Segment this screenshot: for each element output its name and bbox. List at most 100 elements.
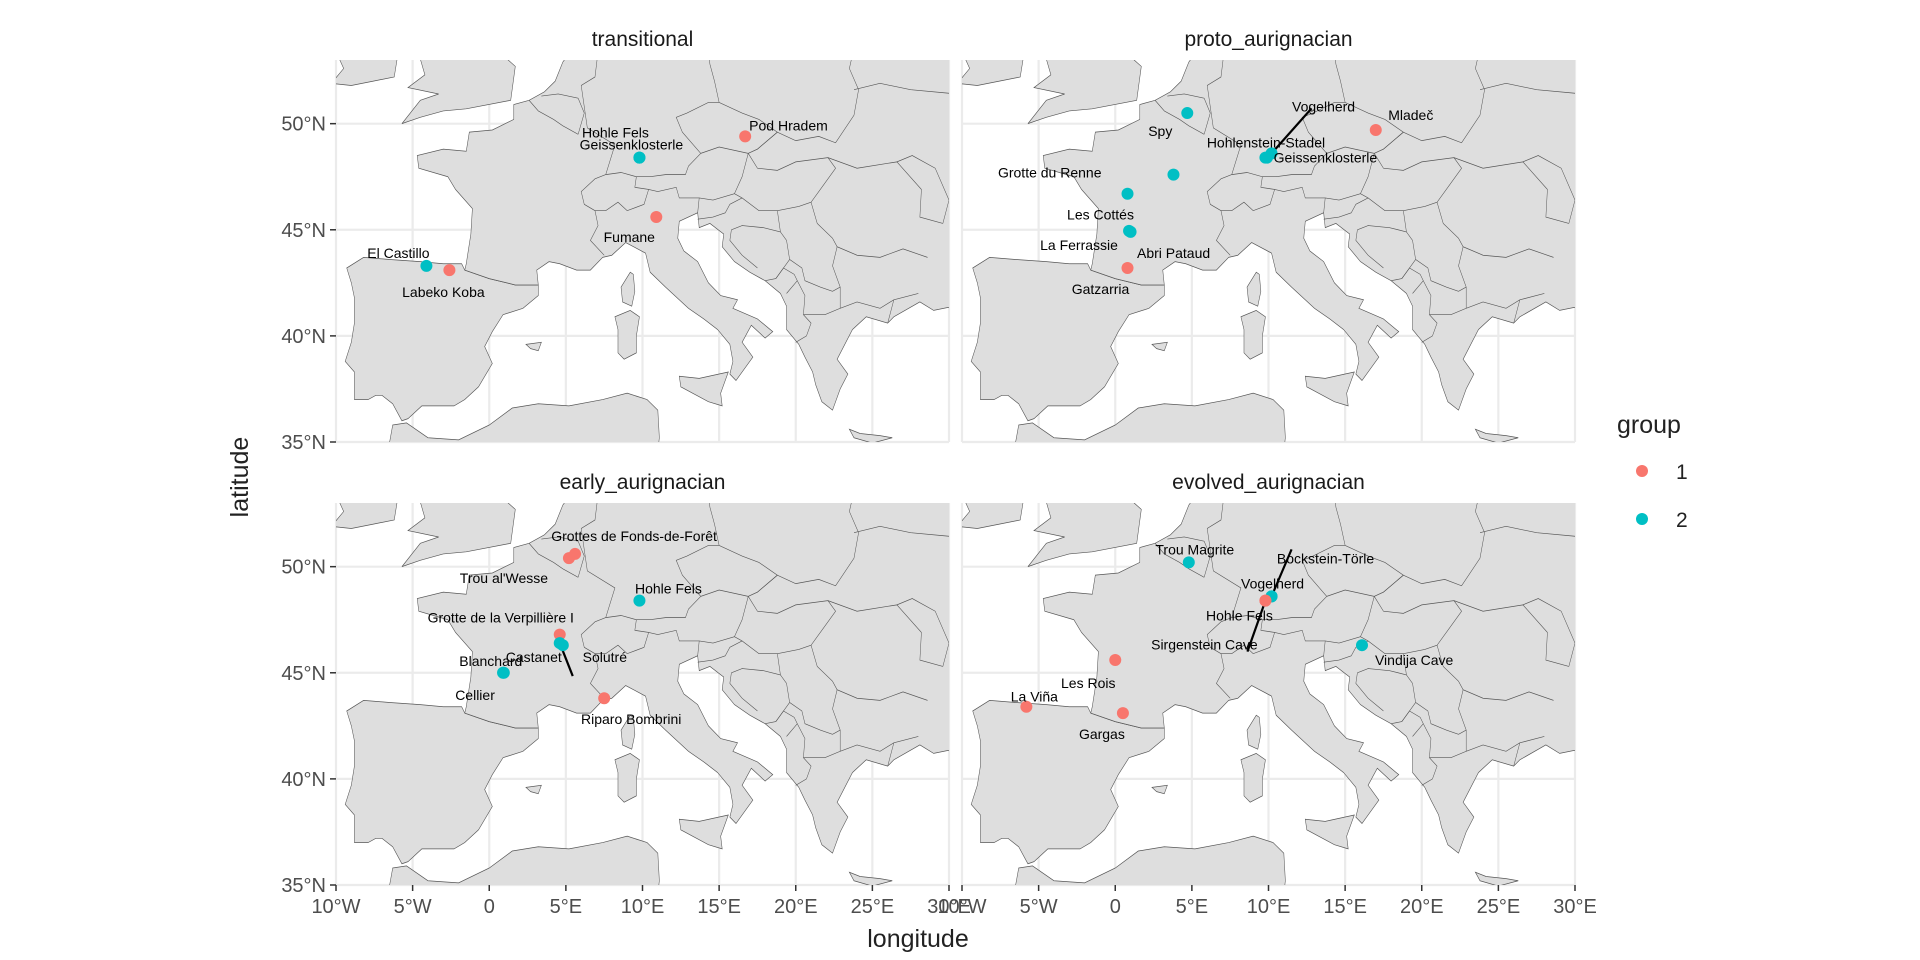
site-label: La Viña [1011, 689, 1058, 705]
site-label: Vogelherd [1292, 98, 1355, 114]
site-label: Abri Pataud [1137, 245, 1210, 261]
site-point [497, 666, 510, 679]
legend: group 1 2 [1617, 411, 1688, 532]
x-tick-label: 30°E [1553, 896, 1597, 918]
panel-transitional: transitional Pod Hradem GeissenklosterleHo… [281, 28, 951, 454]
leader-line [1270, 107, 1313, 155]
y-axis-ticks: 35°N 40°N 45°N 50°N [281, 114, 336, 454]
site-point [1167, 168, 1180, 181]
y-tick-label: 50°N [281, 114, 326, 136]
x-tick-label: 30°E [927, 896, 971, 918]
site-label: La Ferrassie [1040, 237, 1118, 253]
site-label: Vindija Cave [1375, 652, 1454, 668]
site-point [1124, 225, 1137, 238]
site-label: Geissenklosterle [580, 137, 684, 153]
legend-key-2 [1636, 513, 1648, 525]
x-tick-label: 5°W [394, 896, 432, 918]
panel-title: early_aurignacian [560, 471, 726, 494]
y-tick-label: 40°N [281, 769, 326, 791]
x-axis-title: longitude [867, 925, 968, 953]
panel-title: transitional [592, 28, 694, 51]
site-label: Fumane [604, 229, 656, 245]
site-point [1355, 639, 1368, 652]
site-label: Gatzarria [1072, 281, 1130, 297]
panel-title: proto_aurignacian [1184, 28, 1352, 51]
legend-title: group [1617, 411, 1681, 439]
panel-title: evolved_aurignacian [1172, 471, 1365, 494]
panel-early-aurignacian: early_aurignacian Grottes de Fonds-de-For… [281, 471, 971, 918]
site-label: Hohle Fels [635, 581, 702, 597]
site-point [1109, 654, 1122, 667]
site-point [598, 692, 611, 705]
legend-item-2: 2 [1636, 509, 1688, 532]
site-point [1116, 707, 1129, 720]
site-point [1182, 556, 1195, 569]
x-tick-label: 10°E [1247, 896, 1291, 918]
site-label: Hohlenstein-Stadel [1207, 135, 1325, 151]
site-point [1259, 151, 1272, 164]
x-tick-label: 15°E [1323, 896, 1367, 918]
y-axis-title: latitude [226, 437, 254, 518]
site-label: Hohle Fels [1206, 608, 1273, 624]
site-point [1181, 107, 1194, 120]
site-label: Grottes de Fonds-de-Forêt [551, 528, 717, 544]
shared-axes: longitude latitude [226, 437, 969, 953]
x-tick-label: 25°E [851, 896, 895, 918]
site-label: Trou Magrite [1155, 541, 1234, 557]
y-tick-label: 50°N [281, 557, 326, 579]
site-labels: Spy Vogelherd Mladeč Hohlenstein-Stadel Grot… [998, 98, 1433, 297]
x-axis-ticks: 10°W 5°W 0 5°E 10°E 15°E 20°E 25°E 30°E [937, 885, 1597, 918]
legend-label-2: 2 [1676, 509, 1688, 532]
site-point [1121, 187, 1134, 200]
site-label: Labeko Koba [402, 284, 485, 300]
y-tick-label: 45°N [281, 220, 326, 242]
x-tick-label: 10°W [311, 896, 360, 918]
site-label: Les Rois [1061, 675, 1115, 691]
x-tick-label: 10°W [937, 896, 986, 918]
site-points [497, 547, 646, 705]
site-point [553, 628, 566, 641]
site-label: Spy [1148, 123, 1172, 139]
site-point [420, 259, 433, 272]
x-axis-ticks: 10°W 5°W 0 5°E 10°E 15°E 20°E 25°E 30°E [311, 885, 971, 918]
label-leaders [1270, 107, 1313, 155]
site-label: Bockstein-Törle [1277, 550, 1374, 566]
site-labels: Grottes de Fonds-de-Forêt Trou al'Wesse Ho… [428, 528, 717, 727]
y-tick-label: 35°N [281, 432, 326, 454]
leader-line [1246, 600, 1267, 652]
site-point [650, 211, 663, 224]
site-label: Solutré [583, 649, 628, 665]
site-point [633, 151, 646, 164]
site-label: Les Cottés [1067, 207, 1134, 223]
legend-item-1: 1 [1636, 461, 1688, 484]
site-point [633, 594, 646, 607]
y-tick-label: 35°N [281, 875, 326, 897]
site-label: Gargas [1079, 726, 1125, 742]
site-label: Vogelherd [1241, 575, 1304, 591]
site-label: Riparo Bombrini [581, 711, 681, 727]
site-points [1121, 107, 1382, 274]
label-leaders [1246, 548, 1293, 652]
x-tick-label: 0 [484, 896, 495, 918]
x-tick-label: 5°E [550, 896, 582, 918]
panel-proto-aurignacian: proto_aurignacian Spy Vogelherd Mladeč Hohle… [960, 28, 1577, 444]
panel-evolved-aurignacian: evolved_aurignacian Trou Magrite Bockstein… [937, 471, 1597, 918]
site-label: El Castillo [367, 245, 429, 261]
x-tick-label: 0 [1110, 896, 1121, 918]
site-label: Hohle Fels [582, 125, 649, 141]
x-tick-label: 25°E [1477, 896, 1521, 918]
site-point [1121, 261, 1134, 274]
site-point [1369, 124, 1382, 137]
leader-line [1270, 548, 1293, 597]
site-point [1020, 700, 1033, 713]
site-points [1020, 556, 1368, 720]
x-tick-label: 5°W [1020, 896, 1058, 918]
site-label: Grotte de la Verpillière I [428, 610, 574, 626]
site-label: Trou al'Wesse [460, 570, 548, 586]
site-label: Cellier [455, 687, 495, 703]
site-point [556, 639, 569, 652]
legend-key-1 [1636, 465, 1648, 477]
site-points [420, 130, 752, 277]
site-label: Castanet [506, 649, 562, 665]
